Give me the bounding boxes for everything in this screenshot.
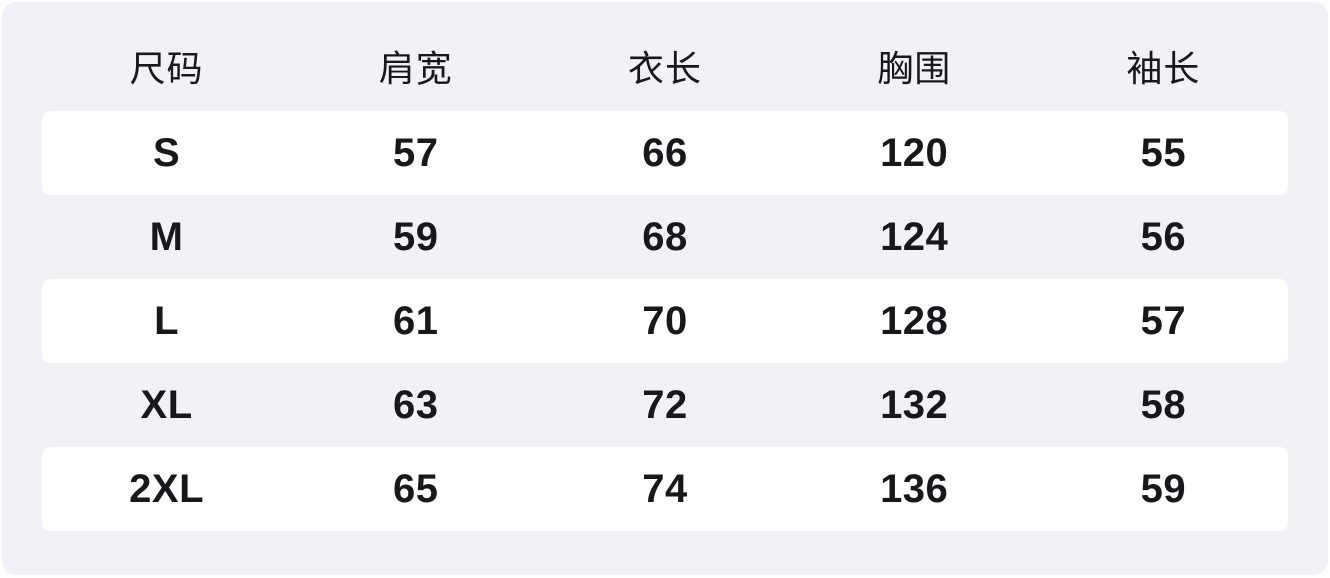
cell-length: 68 [642, 215, 688, 259]
cell-size: XL [140, 383, 193, 427]
cell-shoulder: 61 [393, 299, 439, 343]
cell-length: 72 [642, 383, 688, 427]
header-cell-chest: 胸围 [877, 48, 952, 89]
cell-shoulder: 59 [393, 215, 439, 259]
cell-sleeve: 59 [1140, 467, 1187, 511]
table-row-l: L 61 70 128 57 [42, 279, 1288, 363]
cell-sleeve: 56 [1140, 215, 1187, 259]
cell-sleeve: 55 [1140, 131, 1187, 175]
cell-size: L [154, 299, 180, 343]
cell-chest: 120 [880, 131, 949, 175]
cell-size: 2XL [129, 467, 205, 511]
header-cell-length: 衣长 [627, 48, 702, 89]
header-cell-shoulder: 肩宽 [378, 48, 453, 89]
cell-length: 74 [642, 467, 688, 511]
cell-size: M [149, 215, 184, 259]
cell-length: 66 [642, 131, 688, 175]
cell-sleeve: 58 [1140, 383, 1187, 427]
table-row-xl: XL 63 72 132 58 [42, 363, 1288, 447]
cell-shoulder: 57 [393, 131, 439, 175]
cell-chest: 136 [880, 467, 949, 511]
header-cell-size: 尺码 [129, 48, 204, 89]
cell-chest: 132 [880, 383, 949, 427]
size-chart-header-row: 尺码 肩宽 衣长 胸围 袖长 [42, 27, 1288, 111]
cell-sleeve: 57 [1140, 299, 1187, 343]
cell-shoulder: 65 [393, 467, 439, 511]
cell-size: S [153, 131, 181, 175]
cell-length: 70 [642, 299, 688, 343]
cell-shoulder: 63 [393, 383, 439, 427]
table-row-2xl: 2XL 65 74 136 59 [42, 447, 1288, 531]
cell-chest: 124 [880, 215, 949, 259]
table-row-s: S 57 66 120 55 [42, 111, 1288, 195]
cell-chest: 128 [880, 299, 949, 343]
header-cell-sleeve: 袖长 [1126, 48, 1201, 89]
table-row-m: M 59 68 124 56 [42, 195, 1288, 279]
